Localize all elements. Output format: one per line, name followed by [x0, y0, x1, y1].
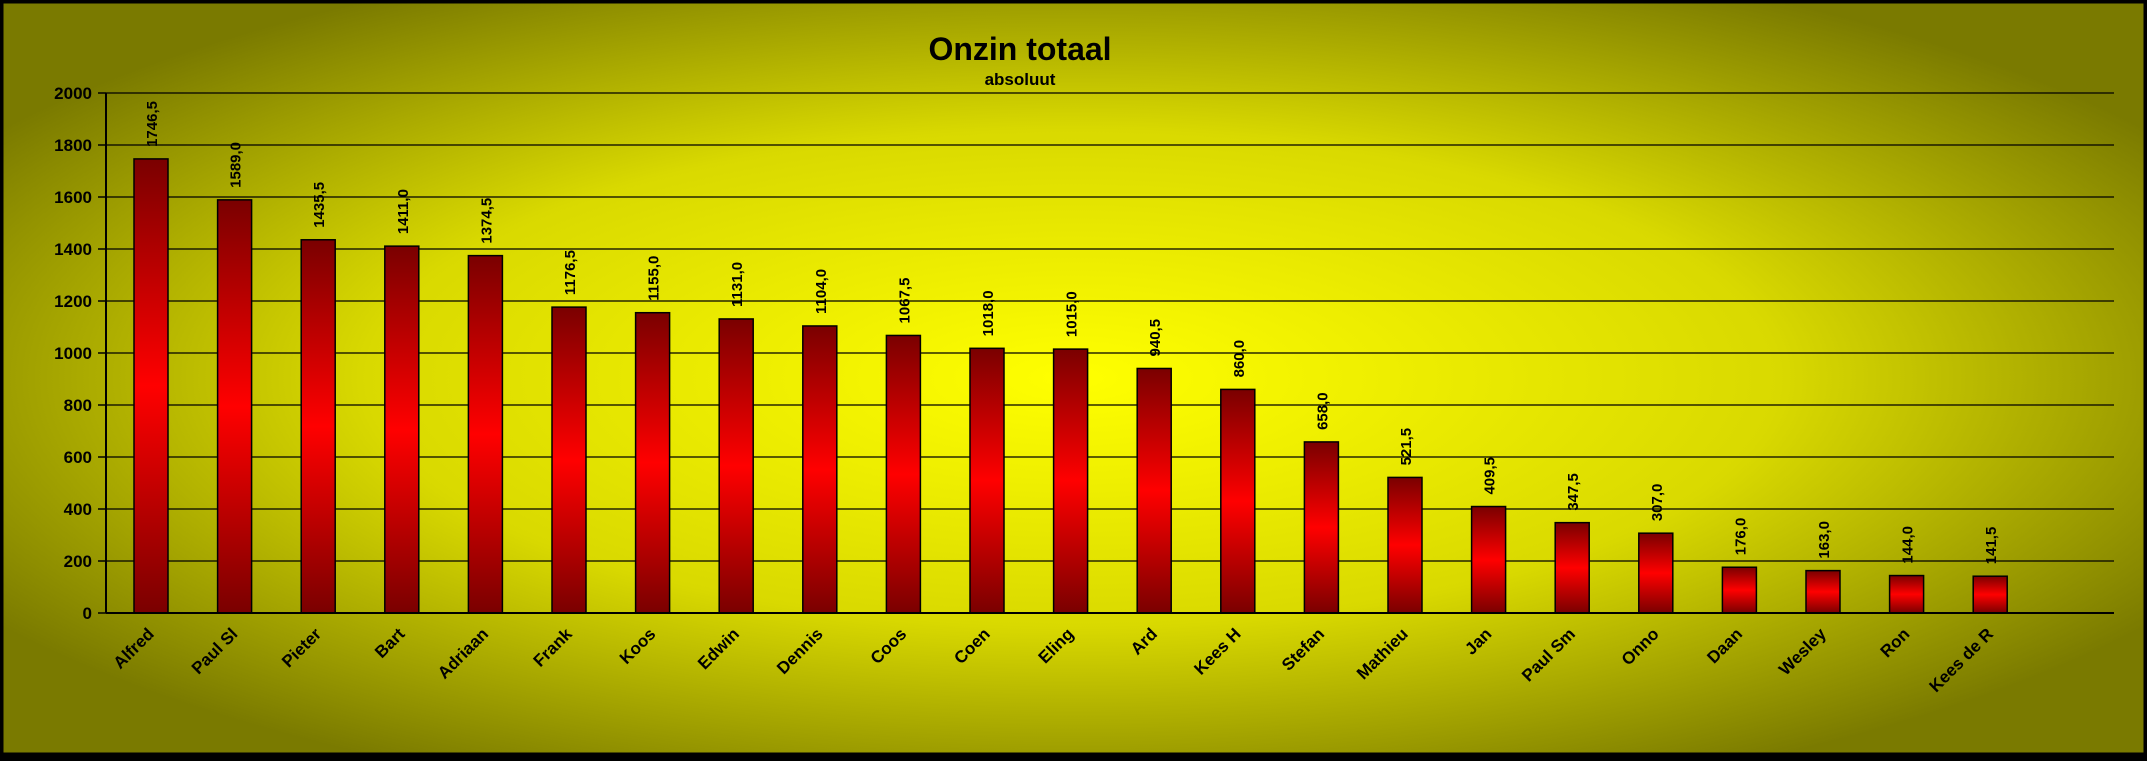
data-label: 163,0 — [1816, 521, 1833, 559]
data-label: 940,5 — [1147, 319, 1164, 357]
data-label: 1746,5 — [144, 101, 161, 147]
bar — [1052, 348, 1089, 614]
data-label: 1131,0 — [729, 262, 746, 307]
y-tick-label: 2000 — [54, 84, 92, 103]
y-tick-label: 1800 — [54, 136, 92, 155]
y-tick-label: 200 — [64, 552, 92, 571]
bar — [1805, 569, 1841, 614]
bar — [551, 306, 587, 614]
data-label: 1015,0 — [1064, 291, 1081, 337]
data-label: 1374,5 — [478, 198, 495, 244]
bar — [216, 199, 253, 614]
data-label: 1589,0 — [228, 142, 245, 188]
bars — [133, 158, 2008, 614]
bar — [1638, 532, 1674, 614]
bar — [133, 158, 169, 614]
data-label: 347,5 — [1565, 473, 1582, 511]
bar — [1972, 575, 2008, 614]
chart-title: Onzin totaal — [928, 31, 1111, 67]
bar — [1888, 574, 1925, 614]
data-label: 409,5 — [1482, 457, 1499, 495]
bar — [1387, 476, 1423, 614]
bar — [467, 254, 504, 614]
data-label: 141,5 — [1983, 527, 2000, 565]
data-label: 1435,5 — [311, 182, 328, 228]
data-label: 1104,0 — [813, 269, 830, 314]
bar — [802, 325, 838, 614]
bar — [1303, 441, 1340, 614]
y-tick-label: 800 — [64, 396, 92, 415]
y-axis-tick-labels: 0 200 400 600 800 1000 1200 1400 1600 1800 2000 — [54, 84, 106, 623]
data-label: 176,0 — [1732, 518, 1749, 556]
bar — [1136, 367, 1172, 614]
data-label: 1067,5 — [896, 278, 913, 324]
data-label: 860,0 — [1231, 340, 1248, 378]
bar — [1220, 388, 1256, 614]
data-label: 1176,5 — [562, 250, 579, 295]
bar — [885, 334, 922, 614]
y-tick-label: 400 — [64, 500, 92, 519]
bar — [1721, 566, 1758, 614]
data-label: 1155,0 — [646, 256, 663, 301]
data-labels: 1746,5 1589,0 1435,5 1411,0 1374,5 1176,5 1155… — [144, 101, 2000, 564]
y-tick-label: 1000 — [54, 344, 92, 363]
bar — [1470, 505, 1507, 614]
data-label: 144,0 — [1900, 526, 1917, 564]
data-label: 521,5 — [1398, 428, 1415, 466]
bar — [718, 318, 754, 614]
bar — [1554, 521, 1590, 614]
y-tick-label: 1400 — [54, 240, 92, 259]
y-tick-label: 1200 — [54, 292, 92, 311]
chart-subtitle: absoluut — [985, 70, 1056, 89]
y-tick-label: 600 — [64, 448, 92, 467]
data-label: 658,0 — [1314, 392, 1331, 430]
data-label: 1411,0 — [395, 189, 412, 234]
bar — [969, 347, 1005, 614]
bar — [634, 311, 671, 614]
bar — [300, 239, 336, 614]
bar — [384, 245, 420, 614]
data-label: 1018,0 — [980, 290, 997, 336]
y-tick-label: 1600 — [54, 188, 92, 207]
y-tick-label: 0 — [83, 604, 92, 623]
data-label: 307,0 — [1649, 484, 1666, 522]
